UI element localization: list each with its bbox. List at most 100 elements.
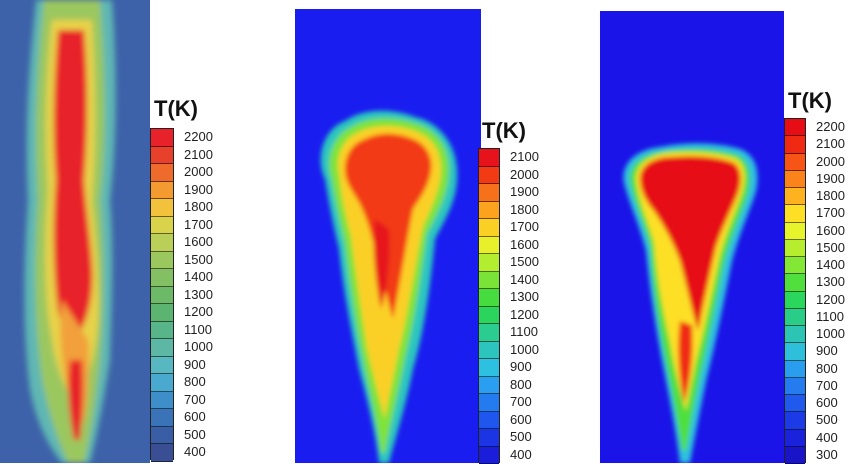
legend-title: T(K) <box>482 118 526 144</box>
color-bar-cell <box>151 129 173 147</box>
legend-tick-label: 2100 <box>816 137 845 150</box>
flame-panel-3 <box>600 11 784 463</box>
color-bar-cell <box>479 307 499 325</box>
flame-image-1 <box>0 0 150 463</box>
legend-tick-label: 1500 <box>510 255 539 268</box>
legend-tick-label: 2100 <box>510 150 539 163</box>
legend-tick-label: 1400 <box>510 273 539 286</box>
legend-tick-label: 600 <box>510 413 532 426</box>
legend-tick-label: 1600 <box>184 235 213 248</box>
color-bar-cell <box>785 119 805 136</box>
legend-tick-label: 1600 <box>816 224 845 237</box>
color-bar-cell <box>151 374 173 392</box>
color-bar-cell <box>785 240 805 257</box>
color-bar-cell <box>151 409 173 427</box>
legend-tick-label: 1500 <box>184 253 213 266</box>
flame-image-2 <box>295 9 481 463</box>
color-bar-cell <box>479 377 499 395</box>
legend-tick-label: 1000 <box>816 327 845 340</box>
color-bar-cell <box>151 269 173 287</box>
color-bar-cell <box>151 304 173 322</box>
color-bar-cell <box>479 254 499 272</box>
color-bar-cell <box>785 188 805 205</box>
color-bar-cell <box>479 342 499 360</box>
color-bar-cell <box>479 359 499 377</box>
color-bar-cell <box>151 164 173 182</box>
legend-tick-label: 2200 <box>184 130 213 143</box>
color-bar <box>784 118 806 463</box>
legend-tick-label: 800 <box>184 375 206 388</box>
legend-title: T(K) <box>788 88 832 114</box>
color-bar-cell <box>479 272 499 290</box>
color-bar-cell <box>151 217 173 235</box>
legend-tick-label: 2100 <box>184 148 213 161</box>
legend-tick-label: 300 <box>816 448 838 461</box>
legend-tick-label: 1600 <box>510 238 539 251</box>
legend-tick-label: 1200 <box>184 305 213 318</box>
color-bar-cell <box>479 324 499 342</box>
legend-title: T(K) <box>154 96 198 122</box>
color-bar-cell <box>151 444 173 462</box>
legend-tick-label: 1100 <box>816 310 844 323</box>
legend-tick-label: 700 <box>184 393 206 406</box>
color-bar-cell <box>785 257 805 274</box>
color-bar-cell <box>479 412 499 430</box>
legend-tick-label: 1300 <box>816 275 845 288</box>
legend-tick-label: 1800 <box>816 189 845 202</box>
legend-tick-label: 700 <box>510 395 532 408</box>
color-bar-cell <box>785 205 805 222</box>
flame-image-3 <box>600 11 784 463</box>
legend-tick-label: 1200 <box>816 293 845 306</box>
color-bar-cell <box>151 147 173 165</box>
color-bar-cell <box>479 219 499 237</box>
color-bar-cell <box>479 149 499 167</box>
legend-tick-label: 1900 <box>816 172 845 185</box>
legend-tick-label: 2000 <box>184 165 213 178</box>
legend-tick-label: 1200 <box>510 308 539 321</box>
legend-tick-label: 1500 <box>816 241 845 254</box>
legend-tick-label: 1700 <box>510 220 539 233</box>
color-bar-cell <box>151 252 173 270</box>
flame-panel-1 <box>0 0 150 463</box>
color-bar <box>478 148 500 463</box>
color-bar <box>150 128 174 460</box>
legend-tick-label: 400 <box>816 431 838 444</box>
color-bar-cell <box>151 182 173 200</box>
color-bar-cell <box>785 171 805 188</box>
color-bar-cell <box>479 447 499 464</box>
color-bar-cell <box>151 392 173 410</box>
color-bar-cell <box>785 154 805 171</box>
color-bar-cell <box>479 237 499 255</box>
color-bar-cell <box>785 412 805 429</box>
legend-tick-label: 1900 <box>510 185 539 198</box>
color-bar-cell <box>151 199 173 217</box>
color-bar-cell <box>785 136 805 153</box>
legend-tick-label: 1700 <box>184 218 213 231</box>
color-bar-cell <box>479 429 499 447</box>
legend-tick-label: 500 <box>510 430 532 443</box>
legend-tick-label: 1300 <box>184 288 213 301</box>
color-bar-cell <box>479 184 499 202</box>
color-bar-cell <box>479 167 499 185</box>
color-bar-cell <box>785 430 805 447</box>
color-bar-cell <box>479 202 499 220</box>
legend-tick-label: 600 <box>816 396 838 409</box>
legend-tick-label: 500 <box>184 428 206 441</box>
color-bar-cell <box>785 274 805 291</box>
legend-tick-label: 1000 <box>510 343 539 356</box>
legend-tick-label: 1800 <box>184 200 213 213</box>
color-bar-cell <box>479 289 499 307</box>
color-bar-cell <box>785 378 805 395</box>
flame-panel-2 <box>295 9 481 463</box>
legend-tick-label: 600 <box>184 410 206 423</box>
color-bar-cell <box>785 292 805 309</box>
legend-tick-label: 1700 <box>816 206 845 219</box>
color-bar-cell <box>479 394 499 412</box>
legend-tick-label: 2000 <box>816 155 845 168</box>
color-bar-cell <box>151 322 173 340</box>
color-bar-cell <box>151 287 173 305</box>
legend-tick-label: 700 <box>816 379 838 392</box>
